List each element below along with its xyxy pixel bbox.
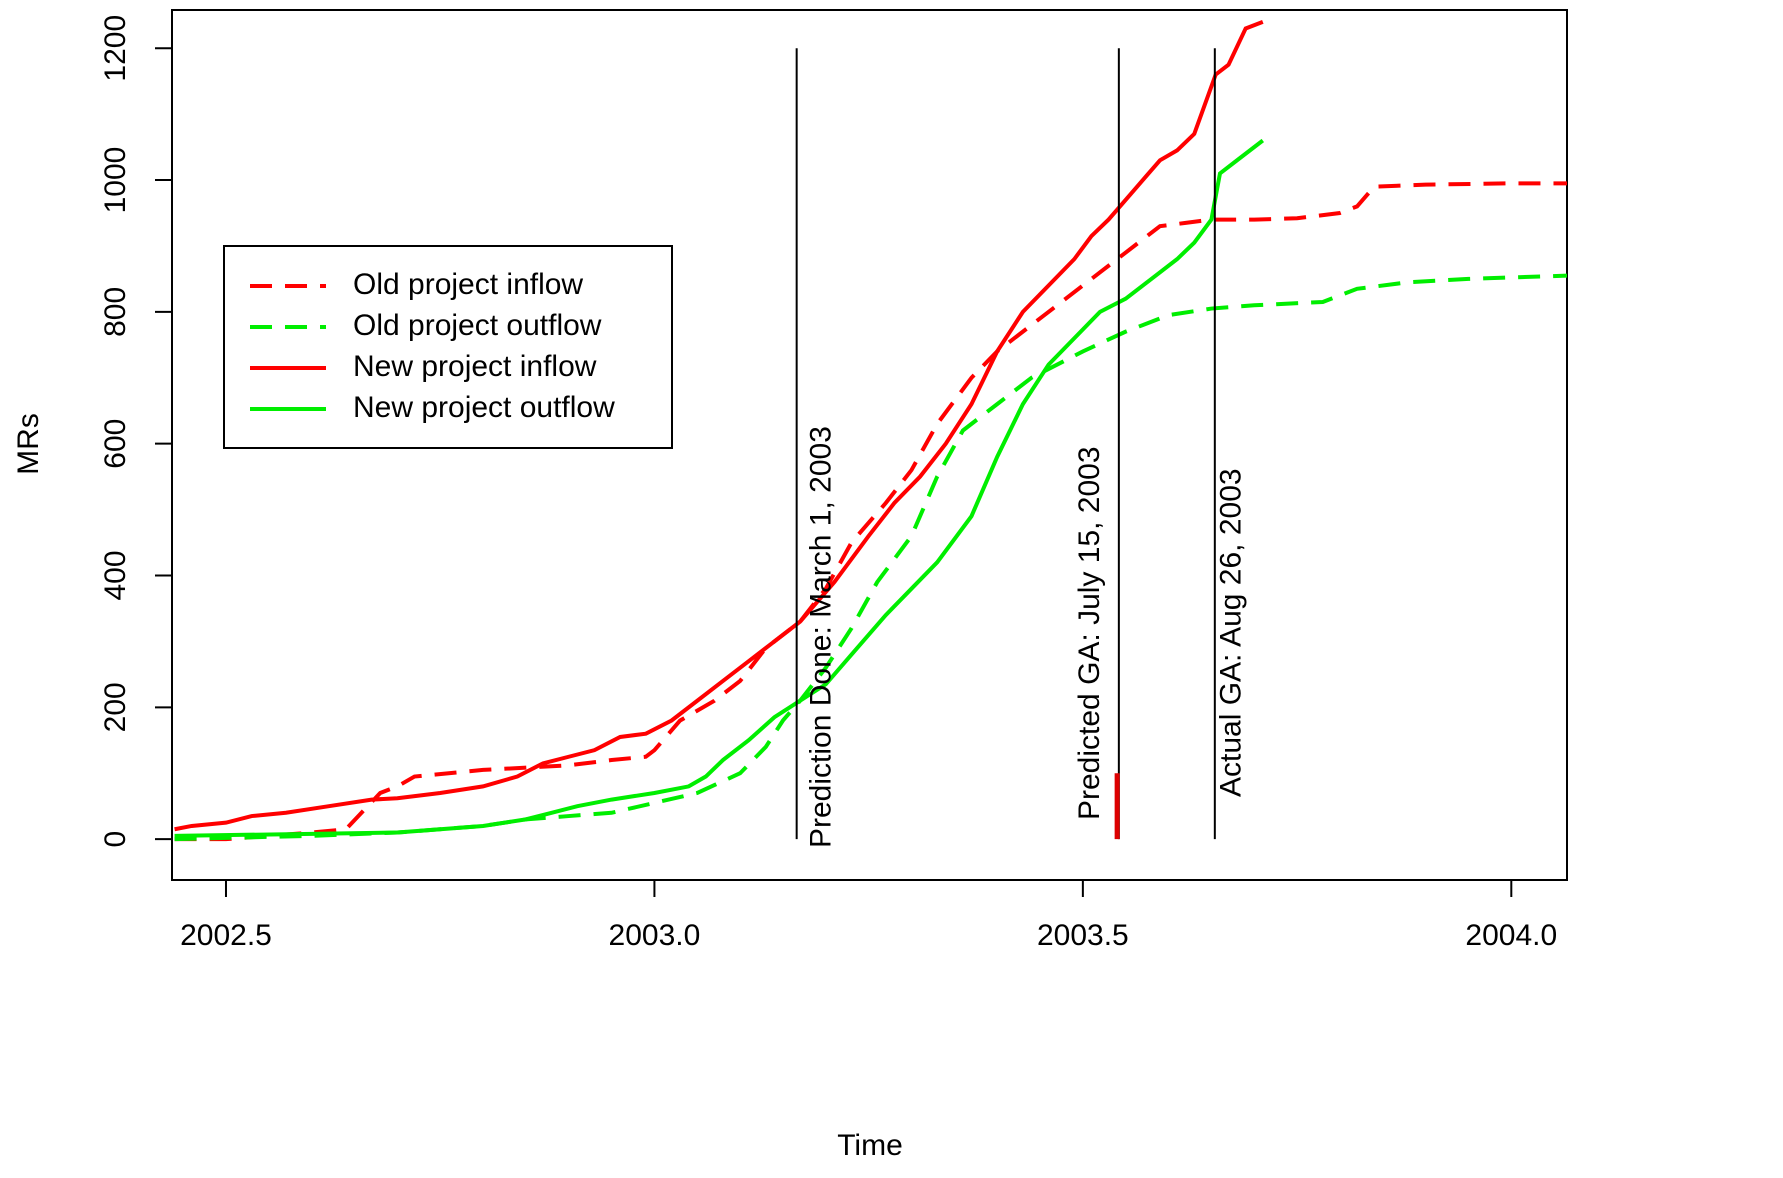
legend-label: New project outflow <box>353 391 615 424</box>
series-line <box>174 181 1567 842</box>
annotation: Predicted GA: July 15, 2003 <box>1073 446 1106 820</box>
y-tick-label: 800 <box>99 287 132 337</box>
x-tick-label: 2003.0 <box>609 919 701 952</box>
annotation: Actual GA: Aug 26, 2003 <box>1215 468 1248 797</box>
y-tick-label: 0 <box>99 831 132 848</box>
series-line <box>174 273 1567 842</box>
y-tick-label: 400 <box>99 550 132 600</box>
legend-label: Old project inflow <box>353 268 583 301</box>
series-line <box>174 138 1265 838</box>
x-tick-label: 2003.5 <box>1037 919 1129 952</box>
y-tick-label: 600 <box>99 419 132 469</box>
y-tick-label: 200 <box>99 682 132 732</box>
annotation: Prediction Done: March 1, 2003 <box>805 426 838 848</box>
series-line <box>174 19 1264 832</box>
x-tick-label: 2004.0 <box>1465 919 1557 952</box>
y-axis-title: MRs <box>12 413 45 475</box>
legend-label: New project inflow <box>353 350 597 383</box>
legend-box <box>223 245 673 449</box>
x-axis-title: Time <box>837 1129 903 1162</box>
legend-label: Old project outflow <box>353 309 602 342</box>
y-tick-label: 1000 <box>99 147 132 214</box>
y-tick-label: 1200 <box>99 15 132 82</box>
x-tick-label: 2002.5 <box>180 919 272 952</box>
